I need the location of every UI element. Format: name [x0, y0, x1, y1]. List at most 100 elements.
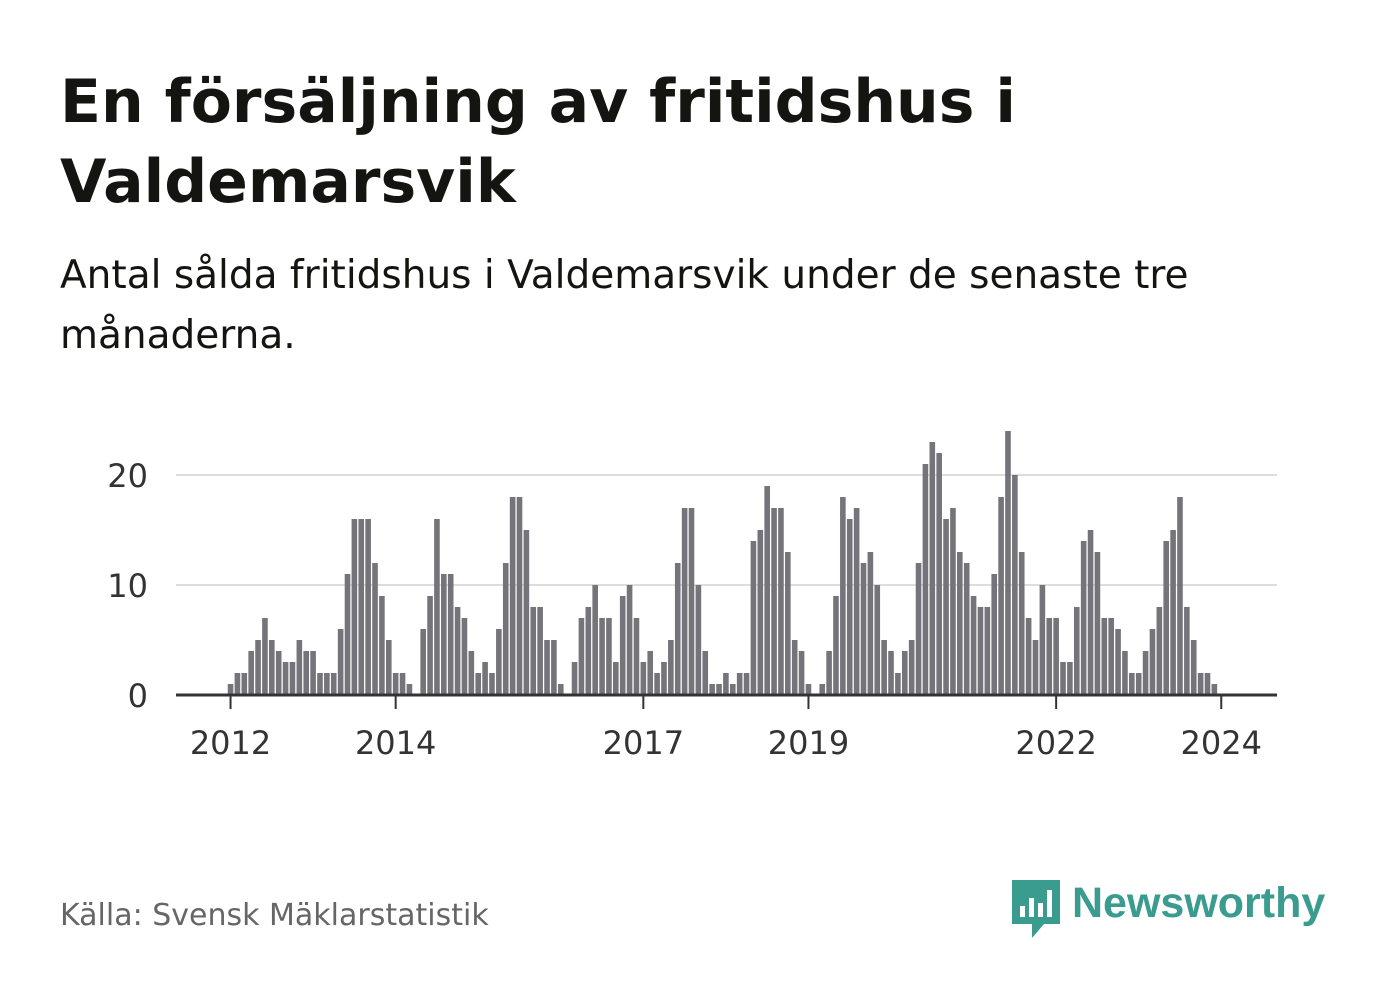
bar [1067, 662, 1073, 695]
x-tick-label: 2024 [1181, 724, 1262, 762]
bar [619, 596, 626, 695]
bar [1135, 673, 1142, 695]
bar [399, 673, 406, 695]
x-tick-label: 2019 [768, 724, 849, 762]
bar [1080, 541, 1087, 695]
bar [1073, 607, 1080, 695]
bar [282, 662, 289, 695]
bar [269, 640, 275, 695]
bar [227, 684, 234, 695]
bar [1177, 497, 1183, 695]
y-tick-label: 10 [107, 567, 148, 605]
bar [1046, 618, 1053, 695]
bar [936, 453, 942, 695]
bar [888, 651, 894, 695]
bar [544, 640, 550, 695]
bar [922, 464, 929, 695]
bar [943, 519, 949, 695]
y-tick-label: 0 [128, 677, 148, 715]
bar [1211, 684, 1218, 695]
bar [1142, 651, 1149, 695]
bar [530, 607, 537, 695]
bar [1012, 475, 1018, 695]
bar [970, 596, 977, 695]
bar [640, 662, 647, 695]
bar [1108, 618, 1114, 695]
bar [1094, 552, 1101, 695]
bar [668, 640, 674, 695]
bar [895, 673, 901, 695]
bar [791, 640, 798, 695]
bar [743, 673, 750, 695]
bar [984, 607, 991, 695]
x-tick-label: 2014 [355, 724, 436, 762]
bar [482, 662, 488, 695]
bar [344, 574, 351, 695]
bar [688, 508, 695, 695]
bar [819, 684, 826, 695]
bar [729, 684, 736, 695]
bar [420, 629, 426, 695]
bar [846, 519, 853, 695]
bar [1197, 673, 1204, 695]
bar [434, 519, 440, 695]
bar [406, 684, 413, 695]
bar [1053, 618, 1059, 695]
bar [461, 618, 468, 695]
bar [654, 673, 660, 695]
bar [785, 552, 791, 695]
bar [709, 684, 715, 695]
bar [840, 497, 846, 695]
bar [1025, 618, 1032, 695]
bar [578, 618, 585, 695]
bar [901, 651, 908, 695]
bar [991, 574, 998, 695]
bar [695, 585, 702, 695]
bar [833, 596, 839, 695]
bar [613, 662, 619, 695]
bar [502, 563, 509, 695]
bar [262, 618, 268, 695]
source-note: Källa: Svensk Mäklarstatistik [60, 898, 489, 933]
bar [337, 629, 344, 695]
bar [1122, 651, 1128, 695]
bar [324, 673, 330, 695]
bar [998, 497, 1004, 695]
bar [957, 552, 963, 695]
bar [674, 563, 681, 695]
bar [771, 508, 777, 695]
bar [275, 651, 282, 695]
bar [908, 640, 915, 695]
bar [626, 585, 633, 695]
y-tick-label: 20 [107, 457, 148, 495]
x-tick-label: 2017 [603, 724, 684, 762]
chart-subtitle: Antal sålda fritidshus i Valdemarsvik un… [60, 253, 1189, 358]
bar [585, 607, 592, 695]
bar [599, 618, 605, 695]
bar [475, 673, 482, 695]
bar [915, 563, 922, 695]
bar [557, 684, 564, 695]
bar [647, 651, 654, 695]
bar [723, 673, 729, 695]
bar [447, 574, 454, 695]
bar [1163, 541, 1170, 695]
bar [255, 640, 261, 695]
bar [702, 651, 709, 695]
bar [427, 596, 433, 695]
bar [234, 673, 241, 695]
bar [1060, 662, 1066, 695]
chart-title: En försäljning av fritidshus i Valdemars… [60, 67, 1016, 217]
x-tick-label: 2012 [190, 724, 271, 762]
bar [537, 607, 543, 695]
bar [881, 640, 887, 695]
bar [248, 651, 254, 695]
bar [289, 662, 296, 695]
labels: 0 10 20 2012 2014 2017 2019 2022 2024 1 [107, 0, 1262, 762]
bar [296, 640, 303, 695]
bar [778, 508, 784, 695]
newsworthy-logo[interactable]: Newsworthy [1010, 878, 1325, 942]
bar [1156, 607, 1163, 695]
bar [1039, 585, 1046, 695]
